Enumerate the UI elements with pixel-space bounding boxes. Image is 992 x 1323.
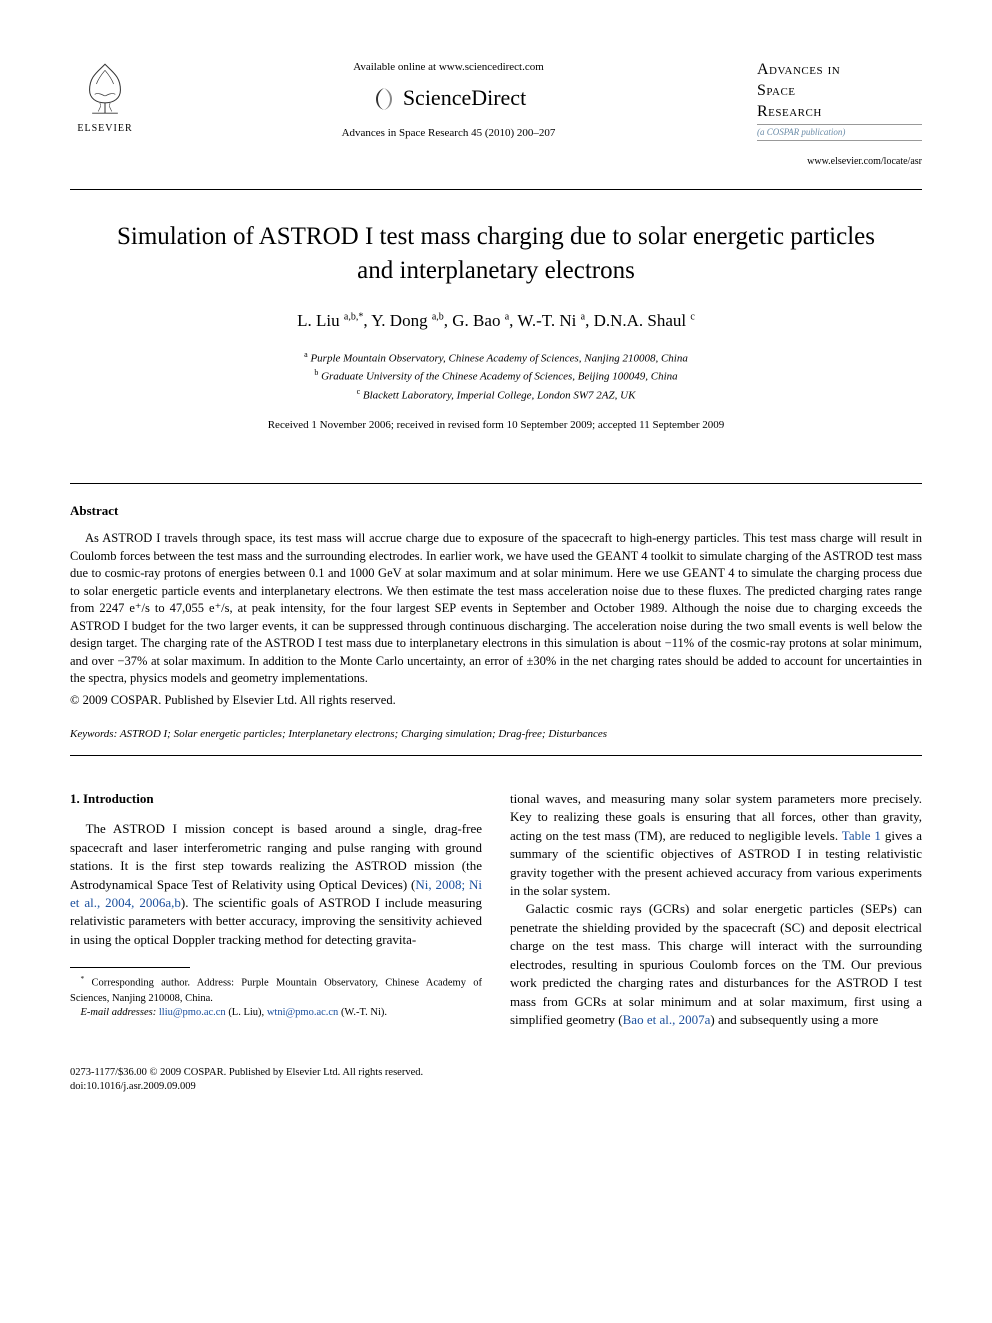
affiliation-text: Purple Mountain Observatory, Chinese Aca…: [310, 353, 687, 365]
affiliation-text: Graduate University of the Chinese Acade…: [321, 371, 678, 383]
corresponding-text: Corresponding author. Address: Purple Mo…: [70, 978, 482, 1004]
left-column: 1. Introduction The ASTROD I mission con…: [70, 790, 482, 1030]
article-dates: Received 1 November 2006; received in re…: [70, 418, 922, 433]
journal-branding: Advances in Space Research (a COSPAR pub…: [757, 60, 922, 169]
center-header: Available online at www.sciencedirect.co…: [140, 60, 757, 142]
intro-paragraph-right-1: tional waves, and measuring many solar s…: [510, 790, 922, 901]
header-rule: [70, 189, 922, 190]
abstract-copyright: © 2009 COSPAR. Published by Elsevier Ltd…: [70, 692, 922, 710]
page-footer: 0273-1177/$36.00 © 2009 COSPAR. Publishe…: [70, 1066, 922, 1094]
keywords-label: Keywords:: [70, 728, 117, 740]
affiliation-c: c Blackett Laboratory, Imperial College,…: [70, 386, 922, 404]
sciencedirect-text: ScienceDirect: [403, 83, 526, 114]
journal-title: Advances in Space Research: [757, 60, 922, 122]
affiliation-sup: a: [304, 350, 308, 359]
journal-reference: Advances in Space Research 45 (2010) 200…: [160, 126, 737, 141]
abstract-bottom-rule: [70, 755, 922, 756]
available-online-text: Available online at www.sciencedirect.co…: [160, 60, 737, 75]
corresponding-author-note: * Corresponding author. Address: Purple …: [70, 974, 482, 1006]
affiliation-sup: c: [357, 387, 361, 396]
affiliations: a Purple Mountain Observatory, Chinese A…: [70, 349, 922, 403]
elsevier-tree-icon: [75, 60, 135, 120]
page-container: ELSEVIER Available online at www.science…: [0, 0, 992, 1134]
sciencedirect-icon: [371, 86, 397, 112]
footer-copyright: 0273-1177/$36.00 © 2009 COSPAR. Publishe…: [70, 1066, 922, 1080]
intro-paragraph-right-2: Galactic cosmic rays (GCRs) and solar en…: [510, 900, 922, 1029]
affiliation-b: b Graduate University of the Chinese Aca…: [70, 367, 922, 385]
footnote-separator: [70, 967, 190, 968]
authors-line: L. Liu a,b,*, Y. Dong a,b, G. Bao a, W.-…: [70, 309, 922, 333]
body-columns: 1. Introduction The ASTROD I mission con…: [70, 790, 922, 1030]
abstract-body: As ASTROD I travels through space, its t…: [70, 530, 922, 688]
header-row: ELSEVIER Available online at www.science…: [70, 60, 922, 169]
journal-title-line2: Space: [757, 82, 796, 99]
elsevier-name: ELSEVIER: [77, 122, 132, 136]
affiliation-a: a Purple Mountain Observatory, Chinese A…: [70, 349, 922, 367]
email-addresses-note: E-mail addresses: lliu@pmo.ac.cn (L. Liu…: [70, 1006, 482, 1021]
article-title: Simulation of ASTROD I test mass chargin…: [70, 220, 922, 288]
email-list: lliu@pmo.ac.cn (L. Liu), wtni@pmo.ac.cn …: [159, 1007, 387, 1018]
affiliation-sup: b: [314, 368, 318, 377]
journal-title-line3: Research: [757, 103, 822, 120]
right-column: tional waves, and measuring many solar s…: [510, 790, 922, 1030]
intro-paragraph-left: The ASTROD I mission concept is based ar…: [70, 820, 482, 949]
email-label: E-mail addresses:: [81, 1007, 157, 1018]
abstract-top-rule: [70, 483, 922, 484]
keywords-line: Keywords: ASTROD I; Solar energetic part…: [70, 727, 922, 742]
footer-doi: doi:10.1016/j.asr.2009.09.009: [70, 1080, 922, 1094]
footnotes: * Corresponding author. Address: Purple …: [70, 974, 482, 1021]
elsevier-logo: ELSEVIER: [70, 60, 140, 136]
sciencedirect-logo: ScienceDirect: [160, 83, 737, 114]
section-heading-intro: 1. Introduction: [70, 790, 482, 808]
abstract-heading: Abstract: [70, 502, 922, 520]
journal-title-line1: Advances in: [757, 61, 840, 78]
keywords-text: ASTROD I; Solar energetic particles; Int…: [120, 728, 607, 740]
cospar-subtitle: (a COSPAR publication): [757, 124, 922, 141]
affiliation-text: Blackett Laboratory, Imperial College, L…: [363, 389, 636, 401]
journal-url: www.elsevier.com/locate/asr: [757, 155, 922, 169]
